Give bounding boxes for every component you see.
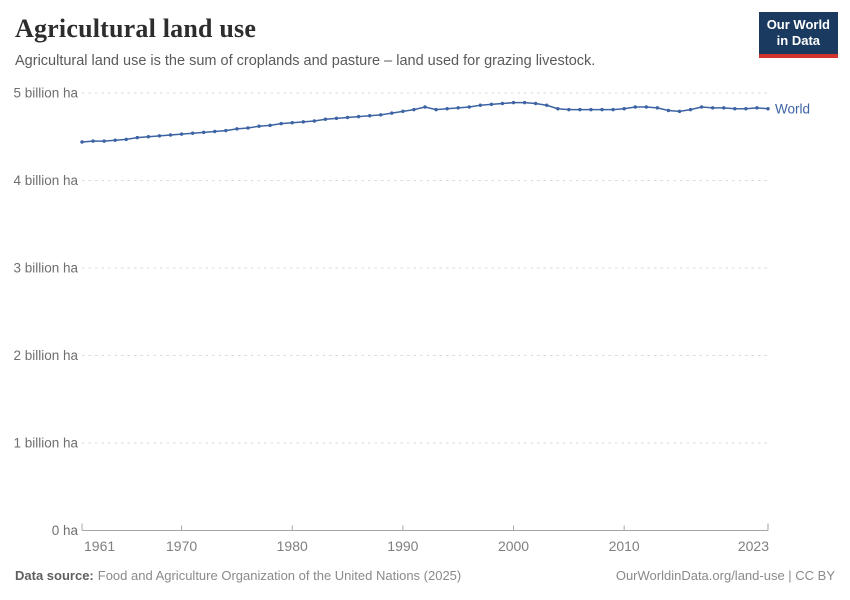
data-point[interactable]	[744, 107, 748, 111]
data-point[interactable]	[213, 129, 217, 134]
data-point[interactable]	[379, 113, 383, 117]
x-tick-label: 2000	[498, 538, 529, 554]
data-point[interactable]	[500, 101, 505, 106]
data-source-text: Food and Agriculture Organization of the…	[97, 568, 462, 583]
data-point[interactable]	[168, 133, 173, 137]
data-point[interactable]	[688, 107, 693, 112]
data-point[interactable]	[766, 107, 770, 111]
data-point[interactable]	[733, 107, 737, 111]
data-point[interactable]	[600, 107, 604, 112]
data-source-label: Data source:	[15, 568, 94, 583]
data-point[interactable]	[445, 107, 449, 111]
data-point[interactable]	[710, 106, 715, 110]
data-point[interactable]	[290, 121, 294, 125]
data-point[interactable]	[611, 107, 615, 112]
data-point[interactable]	[312, 119, 317, 123]
data-point[interactable]	[655, 106, 660, 110]
data-point[interactable]	[722, 106, 726, 110]
data-point[interactable]	[301, 120, 305, 124]
data-point[interactable]	[113, 138, 117, 142]
data-point[interactable]	[522, 100, 527, 105]
owid-logo-line1: Our World	[766, 17, 830, 32]
data-point[interactable]	[91, 139, 95, 143]
data-point[interactable]	[644, 105, 648, 109]
data-point[interactable]	[102, 139, 106, 143]
data-point[interactable]	[224, 128, 228, 133]
data-point[interactable]	[578, 107, 582, 112]
data-point[interactable]	[157, 134, 162, 138]
data-point[interactable]	[412, 107, 416, 112]
page-title: Agricultural land use	[15, 14, 257, 43]
chart-footer: Data source: Food and Agriculture Organiz…	[15, 568, 835, 583]
data-point[interactable]	[179, 132, 184, 136]
data-point[interactable]	[356, 114, 361, 119]
y-tick-label: 3 billion ha	[13, 261, 78, 276]
data-point[interactable]	[80, 140, 84, 144]
data-point[interactable]	[135, 135, 140, 140]
series-end-label-world[interactable]: World	[775, 101, 810, 116]
data-point[interactable]	[755, 106, 759, 110]
data-point[interactable]	[202, 130, 206, 135]
data-point[interactable]	[323, 117, 328, 121]
owid-logo: Our World in Data	[758, 12, 838, 58]
data-point[interactable]	[622, 107, 626, 111]
data-point[interactable]	[511, 100, 516, 105]
data-point[interactable]	[677, 109, 682, 114]
x-tick-label: 1980	[277, 538, 308, 554]
data-point[interactable]	[467, 105, 471, 109]
data-point[interactable]	[268, 123, 272, 128]
data-point[interactable]	[633, 105, 637, 109]
data-point[interactable]	[556, 107, 560, 111]
data-point[interactable]	[545, 103, 549, 107]
series-world: World	[80, 100, 810, 144]
data-point[interactable]	[390, 111, 394, 115]
x-tick-label: 1990	[387, 538, 418, 554]
data-point[interactable]	[190, 131, 195, 135]
y-tick-label: 2 billion ha	[13, 348, 78, 363]
y-tick-label: 5 billion ha	[13, 86, 78, 101]
owid-logo-line2: in Data	[776, 33, 821, 49]
chart-subtitle: Agricultural land use is the sum of crop…	[15, 53, 596, 69]
y-tick-label: 4 billion ha	[13, 173, 78, 188]
x-tick-label: 2023	[738, 538, 769, 554]
data-point[interactable]	[533, 101, 538, 106]
data-point[interactable]	[257, 124, 261, 128]
data-point[interactable]	[235, 127, 239, 131]
license-note: OurWorldinData.org/land-use | CC BY	[615, 568, 835, 583]
x-tick-label: 1961	[84, 538, 115, 554]
data-point[interactable]	[345, 115, 350, 120]
y-tick-label: 0 ha	[52, 523, 79, 538]
data-point[interactable]	[246, 126, 250, 130]
data-point[interactable]	[489, 102, 494, 107]
data-point[interactable]	[334, 116, 339, 121]
data-point[interactable]	[434, 107, 438, 112]
data-point[interactable]	[589, 107, 593, 112]
data-point[interactable]	[124, 137, 128, 142]
gridlines: 0 ha 1 billion ha 2 billion ha 3 billion ha…	[13, 86, 768, 538]
data-point[interactable]	[666, 108, 671, 113]
data-point[interactable]	[567, 107, 571, 112]
data-source: Data source: Food and Agriculture Organiz…	[15, 568, 461, 583]
data-point[interactable]	[279, 121, 283, 126]
data-point[interactable]	[146, 135, 151, 139]
y-tick-label: 1 billion ha	[13, 436, 78, 451]
data-point[interactable]	[423, 105, 427, 109]
data-point[interactable]	[367, 114, 372, 118]
data-point[interactable]	[456, 106, 460, 110]
axes: 1961 1970 1980 1990 2000 2010 2023	[81, 523, 769, 554]
x-tick-label: 2010	[609, 538, 640, 554]
data-point[interactable]	[699, 105, 704, 109]
x-tick-label: 1970	[166, 538, 197, 554]
data-point[interactable]	[478, 103, 483, 107]
data-point[interactable]	[401, 109, 405, 114]
